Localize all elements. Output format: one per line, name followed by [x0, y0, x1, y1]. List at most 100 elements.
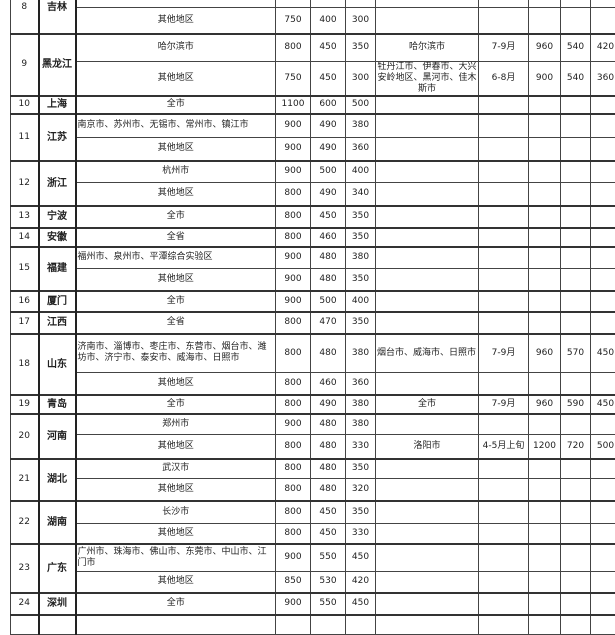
peak-months-cell: [479, 414, 529, 435]
peak-accommodation: [529, 0, 561, 7]
peak-months-cell: [479, 161, 529, 183]
peak-accommodation: [529, 373, 561, 395]
peak-months-cell: [479, 593, 529, 615]
peak-third: [591, 247, 615, 269]
std-third: 340: [346, 183, 376, 206]
peak-accommodation: [529, 572, 561, 593]
std-third: 420: [346, 572, 376, 593]
peak-region-cell: [376, 96, 479, 114]
peak-second: 570: [561, 334, 591, 373]
std-third: 350: [346, 312, 376, 334]
province-name: [39, 615, 76, 635]
std-accommodation: 800: [276, 373, 311, 395]
peak-second: [561, 206, 591, 228]
peak-region-cell: [376, 228, 479, 247]
std-second: 470: [311, 312, 346, 334]
peak-region-cell: [376, 501, 479, 524]
region-cell: 其他地区: [76, 269, 276, 291]
peak-region-cell: 洛阳市: [376, 435, 479, 459]
row-number: 19: [11, 395, 39, 414]
peak-second: [561, 524, 591, 544]
std-third: 350: [346, 206, 376, 228]
peak-second: [561, 7, 591, 34]
peak-accommodation: [529, 183, 561, 206]
std-second: 490: [311, 114, 346, 138]
peak-accommodation: [529, 544, 561, 572]
region-cell: 其他地区: [76, 479, 276, 501]
std-accommodation: 1100: [276, 96, 311, 114]
peak-months-cell: 6-8月: [479, 61, 529, 96]
std-accommodation: 900: [276, 593, 311, 615]
peak-accommodation: [529, 161, 561, 183]
peak-third: [591, 269, 615, 291]
peak-accommodation: [529, 615, 561, 635]
peak-months-cell: [479, 183, 529, 206]
std-third: 380: [346, 395, 376, 414]
peak-third: 420: [591, 34, 615, 61]
std-second: 480: [311, 435, 346, 459]
std-accommodation: 800: [276, 395, 311, 414]
peak-accommodation: 1200: [529, 435, 561, 459]
region-cell: 其他地区: [76, 572, 276, 593]
peak-third: [591, 228, 615, 247]
peak-third: 360: [591, 61, 615, 96]
row-number: [11, 615, 39, 635]
peak-months-cell: [479, 96, 529, 114]
table-row: 8吉林山管理区: [11, 0, 615, 7]
row-number: 14: [11, 228, 39, 247]
peak-region-cell: 牡丹江市、伊春市、大兴安岭地区、黑河市、佳木斯市: [376, 61, 479, 96]
province-name: 山东: [39, 334, 76, 395]
std-accommodation: 800: [276, 524, 311, 544]
row-number: 12: [11, 161, 39, 206]
peak-third: [591, 373, 615, 395]
peak-accommodation: [529, 291, 561, 312]
province-name: 黑龙江: [39, 34, 76, 96]
peak-accommodation: [529, 247, 561, 269]
std-third: [346, 615, 376, 635]
peak-months-cell: [479, 501, 529, 524]
peak-second: [561, 572, 591, 593]
peak-accommodation: [529, 114, 561, 138]
province-name: 安徽: [39, 228, 76, 247]
std-accommodation: 900: [276, 138, 311, 161]
peak-region-cell: [376, 114, 479, 138]
std-second: 600: [311, 96, 346, 114]
std-third: 380: [346, 414, 376, 435]
peak-third: [591, 206, 615, 228]
peak-second: [561, 96, 591, 114]
std-third: 360: [346, 373, 376, 395]
peak-region-cell: [376, 312, 479, 334]
peak-months-cell: [479, 228, 529, 247]
peak-accommodation: [529, 414, 561, 435]
peak-second: [561, 247, 591, 269]
province-name: 湖北: [39, 459, 76, 501]
peak-months-cell: [479, 247, 529, 269]
std-third: 300: [346, 61, 376, 96]
std-second: 460: [311, 228, 346, 247]
peak-region-cell: [376, 615, 479, 635]
std-third: 350: [346, 501, 376, 524]
row-number: 18: [11, 334, 39, 395]
row-number: 23: [11, 544, 39, 593]
peak-months-cell: [479, 206, 529, 228]
std-second: 400: [311, 7, 346, 34]
peak-third: [591, 501, 615, 524]
std-accommodation: 900: [276, 161, 311, 183]
peak-accommodation: [529, 269, 561, 291]
peak-accommodation: 900: [529, 61, 561, 96]
std-accommodation: 800: [276, 34, 311, 61]
peak-accommodation: [529, 501, 561, 524]
std-third: 330: [346, 435, 376, 459]
std-second: 480: [311, 247, 346, 269]
peak-accommodation: [529, 479, 561, 501]
std-second: [311, 615, 346, 635]
